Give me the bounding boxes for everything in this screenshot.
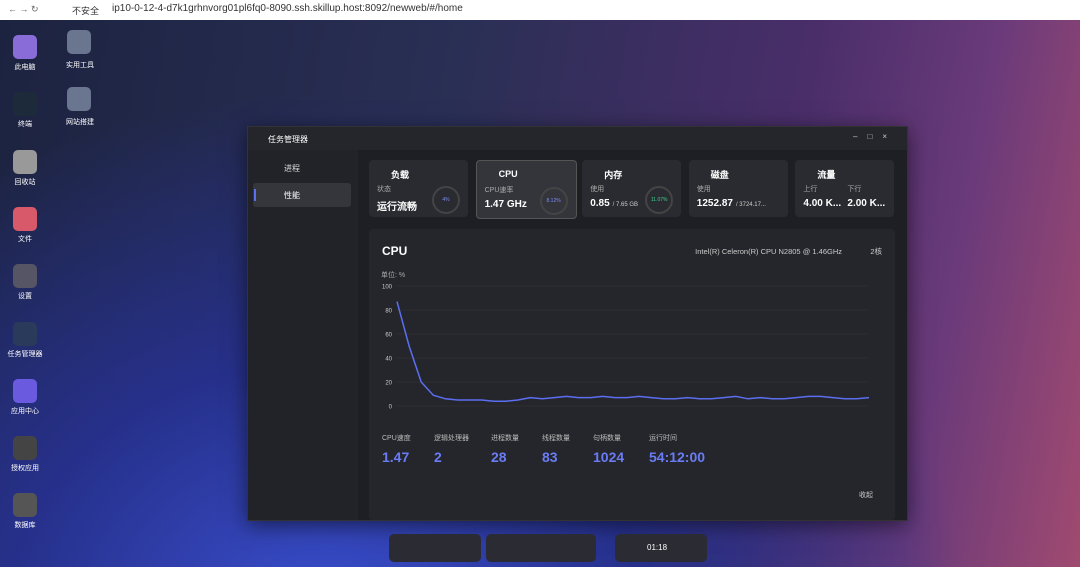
nav[interactable]: ← → ↻ [8, 4, 39, 14]
stat-label: 运行时间 [649, 433, 677, 442]
card[interactable]: 磁盘使用 1252.87/ 3724.17... [688, 160, 788, 217]
stat-value: 54:12:00 [649, 449, 705, 465]
stat-label: CPU速度 [382, 433, 411, 442]
window-title: 任务管理器 [268, 135, 308, 144]
card-value: 4.00 K... [803, 198, 842, 209]
processor: Intel(R) Celeron(R) CPU N2805 @ 1.46GHz [695, 247, 842, 256]
desktop-label: 文件 [18, 235, 32, 243]
card-value: 运行流畅 [377, 202, 417, 213]
chart-title: CPU [382, 244, 407, 258]
cpu-line [396, 301, 870, 402]
stat-value: 2 [434, 449, 442, 465]
desktop-icon[interactable] [13, 92, 37, 117]
desktop-label: 授权应用 [11, 465, 39, 473]
taskbar: 01:18 [389, 534, 707, 562]
card-title: CPU [498, 169, 518, 179]
card-title: 磁盘 [710, 170, 729, 180]
card-title: 流量 [817, 170, 836, 180]
desktop-icon[interactable] [67, 30, 91, 54]
stat-value: 1024 [593, 449, 624, 465]
window: 任务管理器 –□× 进程 性能 负载 状态运行流畅 4% CPU CPU速率 1.47 G… [247, 126, 908, 521]
card-total: / 7.65 GB [612, 202, 639, 208]
gauge: 11.07% [645, 186, 674, 214]
unit: 单位: % [381, 270, 405, 279]
clock: 01:18 [647, 543, 668, 552]
chart-panel: CPU Intel(R) Celeron(R) CPU N2805 @ 1.46G… [369, 229, 895, 520]
card-title: 负载 [391, 170, 410, 180]
taskbar-group [389, 534, 481, 562]
y-tick-label: 0 [389, 405, 393, 411]
stat-value: 1.47 [382, 449, 409, 465]
card[interactable]: 流量上行 4.00 K... 下行 2.00 K... [795, 160, 895, 217]
stat-label: 进程数量 [491, 433, 519, 442]
selected-indicator [254, 189, 256, 201]
menu-item[interactable]: 性能 [284, 191, 300, 200]
gauge: 8.12% [539, 187, 568, 215]
card-value: 1252.87/ 3724.17... [696, 198, 766, 209]
desktop-label: 任务管理器 [7, 350, 43, 358]
card-total: / 3724.17... [735, 202, 766, 208]
desktop-label: 终端 [18, 121, 32, 129]
card-label: CPU速率 [484, 187, 514, 194]
desktop-icon[interactable] [13, 436, 37, 461]
desktop-icon[interactable] [13, 378, 37, 403]
taskbar-group [486, 534, 596, 562]
y-tick-label: 20 [385, 381, 392, 387]
security: 不安全 [72, 6, 100, 16]
card-label: 使用 [696, 186, 711, 193]
stat-label: 线程数量 [542, 433, 570, 442]
card-label: 使用 [590, 186, 605, 193]
card[interactable]: 内存使用 0.85/ 7.65 GB 11.07% [582, 160, 682, 217]
desktop-icon[interactable] [13, 206, 37, 231]
y-tick-label: 40 [385, 357, 392, 363]
card-label: 状态 [377, 186, 391, 193]
desktop-label: 此电脑 [14, 64, 36, 71]
sidebar: 进程 性能 [248, 150, 358, 520]
y-tick-label: 100 [382, 285, 393, 291]
desktop-label: 网站搭建 [66, 119, 94, 127]
cores: 2核 [870, 246, 882, 256]
collapse: 收起 [859, 490, 873, 499]
title-bar: 任务管理器 –□× [248, 127, 907, 150]
card-label: 下行 [847, 186, 862, 193]
card-value: 2.00 K... [847, 198, 886, 209]
card-title: 内存 [604, 170, 623, 180]
menu-selected[interactable] [253, 183, 351, 207]
card-value: 1.47 GHz [484, 199, 527, 210]
desktop-label: 实用工具 [66, 62, 94, 69]
gauge: 4% [432, 186, 460, 214]
card[interactable]: CPU CPU速率 1.47 GHz 8.12% [475, 160, 577, 219]
stat-label: 句柄数量 [593, 433, 621, 442]
url[interactable]: ip10-0-12-4-d7k1grhnvorg01pl6fq0-8090.ss… [112, 3, 463, 14]
card-label: 上行 [803, 186, 818, 193]
stat-value: 28 [491, 449, 507, 465]
cpu-chart: CPU Intel(R) Celeron(R) CPU N2805 @ 1.46G… [381, 244, 882, 499]
card[interactable]: 负载 状态运行流畅 4% [369, 160, 468, 217]
desktop-icon[interactable] [13, 264, 37, 289]
desktop-icon[interactable] [13, 321, 37, 346]
desktop-icon[interactable] [13, 35, 37, 59]
desktop-label: 数据库 [14, 522, 36, 530]
browser-bar: ← → ↻ 不安全 ip10-0-12-4-d7k1grhnvorg01pl6f… [0, 0, 1080, 20]
desktop-icon[interactable] [13, 493, 37, 518]
stat-value: 83 [542, 449, 558, 465]
desktop-label: 设置 [18, 293, 32, 301]
desktop-label: 应用中心 [11, 407, 39, 415]
window-controls[interactable]: –□× [853, 132, 897, 141]
desktop-icon[interactable] [67, 87, 91, 112]
menu-item[interactable]: 进程 [284, 164, 300, 173]
y-tick-label: 60 [385, 333, 392, 339]
y-tick-label: 80 [385, 309, 392, 315]
desktop-label: 回收站 [14, 178, 36, 186]
stat-label: 逻辑处理器 [434, 433, 469, 442]
desktop-icon[interactable] [13, 149, 37, 174]
card-value: 0.85/ 7.65 GB [590, 198, 639, 209]
taskbar-group [615, 534, 707, 562]
